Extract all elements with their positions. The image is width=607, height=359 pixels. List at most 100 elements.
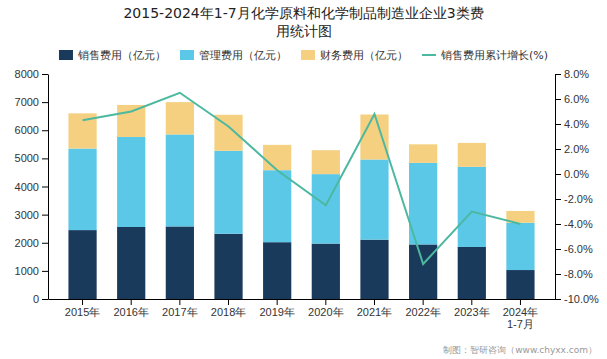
tick-mark: [42, 158, 48, 159]
tick: 2000: [15, 237, 48, 249]
tick: 1000: [15, 265, 48, 277]
tick-label: 2023年: [454, 306, 489, 318]
tick: 6000: [15, 124, 48, 136]
tick-label: 5000: [15, 152, 39, 164]
tick-mark: [325, 299, 326, 305]
tick-mark: [555, 124, 561, 125]
bar: [360, 115, 388, 160]
axis-line: [48, 75, 49, 300]
tick-label: 3000: [15, 209, 39, 221]
tick: 8000: [15, 68, 48, 80]
bar: [166, 226, 194, 299]
tick-mark: [179, 299, 180, 305]
bar: [214, 234, 242, 299]
text-line: 2017年: [162, 306, 197, 318]
bar: [409, 144, 437, 163]
bar: [68, 230, 96, 299]
bar: [312, 244, 340, 299]
tick-mark: [555, 274, 561, 275]
bar: [117, 105, 145, 137]
tick-label: 4000: [15, 181, 39, 193]
tick-mark: [42, 130, 48, 131]
text-line: 2022年: [405, 306, 440, 318]
tick-label: 2018年: [211, 306, 246, 318]
tick-label: -2.0%: [564, 193, 593, 205]
tick-mark: [42, 215, 48, 216]
chart-svg: 2015年 2016年 2017年 2018年 2019年 2020年 2021年 2022年…: [0, 0, 607, 359]
tick-label: 7000: [15, 96, 39, 108]
tick-label: -8.0%: [564, 268, 593, 280]
tick: 0.0%: [555, 168, 589, 180]
tick: 2018年: [211, 299, 246, 318]
tick: -10.0%: [555, 293, 599, 305]
tick-label: 1000: [15, 265, 39, 277]
tick-label: 2016年: [113, 306, 148, 318]
tick: 2016年: [113, 299, 148, 318]
tick: 2.0%: [555, 143, 589, 155]
text-line: 2015年: [65, 306, 100, 318]
tick-mark: [471, 299, 472, 305]
tick: 2021年: [357, 299, 392, 318]
tick: 4000: [15, 181, 48, 193]
bar: [214, 151, 242, 234]
text-line: 2016年: [113, 306, 148, 318]
text-line: 2015-2024年1-7月化学原料和化学制品制造业企业3类费: [123, 5, 483, 21]
legend-item: 财务费用（亿元）: [301, 49, 408, 62]
tick-mark: [555, 174, 561, 175]
legend-swatch: [180, 50, 194, 60]
bar: [263, 145, 291, 170]
tick-mark: [42, 271, 48, 272]
legend-label: 财务费用（亿元）: [320, 49, 408, 62]
bar-series: [68, 134, 534, 270]
tick-mark: [42, 102, 48, 103]
legend-label: 管理费用（亿元）: [199, 49, 287, 62]
line: [83, 93, 521, 264]
tick-mark: [555, 299, 561, 300]
tick-mark: [42, 187, 48, 188]
y-axis: 010002000300040005000600070008000: [15, 68, 49, 305]
legend-swatch: [301, 50, 315, 60]
tick: 2023年: [454, 299, 489, 318]
legend: 销售费用（亿元） 管理费用（亿元） 财务费用（亿元） 销售费用累计增长(%): [59, 49, 548, 62]
bar: [117, 227, 145, 299]
tick-mark: [555, 74, 561, 75]
text-line: 2021年: [357, 306, 392, 318]
legend-item: 管理费用（亿元）: [180, 49, 287, 62]
tick: -8.0%: [555, 268, 593, 280]
tick-label: 2019年: [259, 306, 294, 318]
tick: 2019年: [259, 299, 294, 318]
plot-area: [68, 93, 534, 299]
bar: [117, 137, 145, 227]
legend-label: 销售费用累计增长(%): [440, 49, 548, 62]
tick-label: 0.0%: [564, 168, 589, 180]
tick-mark: [555, 99, 561, 100]
tick-label: 2017年: [162, 306, 197, 318]
tick-label: 2.0%: [564, 143, 589, 155]
tick: 2015年: [65, 299, 100, 318]
bar: [458, 143, 486, 167]
bar: [166, 102, 194, 134]
text-line: 2024年: [503, 306, 538, 318]
tick-label: 2020年: [308, 306, 343, 318]
tick-label: 4.0%: [564, 118, 589, 130]
tick-label: 8000: [15, 68, 39, 80]
tick: 2022年: [405, 299, 440, 318]
tick-label: 2021年: [357, 306, 392, 318]
legend-label: 销售费用（亿元）: [77, 49, 166, 62]
tick: 2024年1-7月: [503, 299, 538, 330]
text-line: 2023年: [454, 306, 489, 318]
tick-mark: [520, 299, 521, 305]
text-line: 用统计图: [276, 23, 332, 39]
tick: 5000: [15, 152, 48, 164]
tick: -2.0%: [555, 193, 593, 205]
legend-item: 销售费用（亿元）: [59, 49, 166, 62]
tick-mark: [374, 299, 375, 305]
tick-label: -10.0%: [564, 293, 599, 305]
bar: [312, 150, 340, 174]
tick: -4.0%: [555, 218, 593, 230]
tick: 6.0%: [555, 93, 589, 105]
tick-mark: [131, 299, 132, 305]
tick: 7000: [15, 96, 48, 108]
tick-label: 6000: [15, 124, 39, 136]
chart-container: 2015年 2016年 2017年 2018年 2019年 2020年 2021年 2022年…: [0, 0, 607, 359]
